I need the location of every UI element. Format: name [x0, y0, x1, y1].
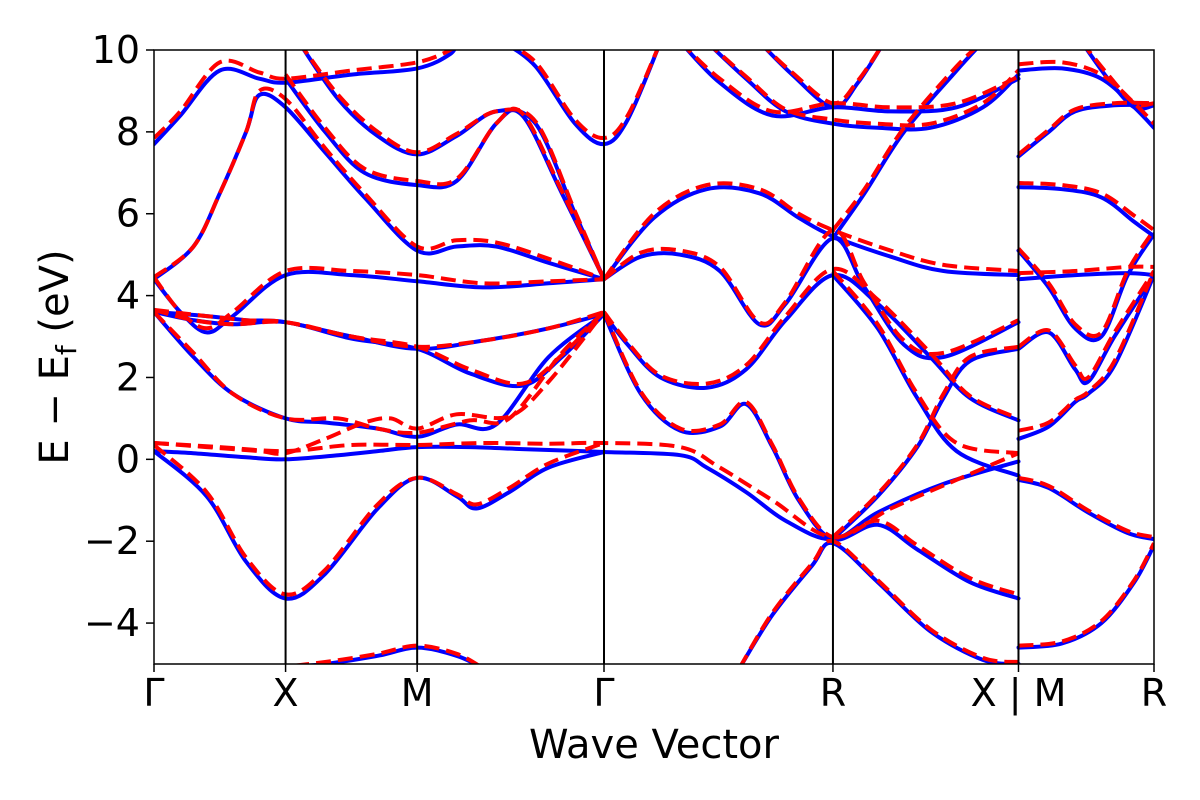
x-axis-label: Wave Vector [529, 722, 780, 768]
solid-band-6 [154, 91, 606, 282]
x-tick-label: Γ [593, 671, 614, 715]
y-axis-label-unit: (eV) [32, 249, 78, 345]
dashed-band-3 [154, 310, 606, 436]
dashed-band-32 [1018, 542, 1154, 648]
dashed-band-30 [1018, 59, 1154, 126]
solid-band-20 [830, 273, 1021, 478]
solid-band-5 [154, 269, 606, 335]
bands-layer [154, 50, 1154, 664]
dashed-band-6 [154, 265, 605, 331]
solid-band-25 [1016, 271, 1154, 282]
solid-band-26 [1016, 232, 1154, 343]
x-tick-label: M [401, 671, 434, 715]
solid-band-29 [1016, 66, 1154, 130]
solid-band-27 [1016, 185, 1154, 239]
y-axis-label-main: E − E [32, 355, 78, 465]
solid-band-12 [602, 312, 1021, 601]
dashed-band-31 [1017, 475, 1154, 540]
dashed-band-28 [1018, 181, 1154, 232]
dashed-band-24 [1017, 270, 1154, 433]
y-tick-label: −2 [84, 519, 140, 563]
dashed-band-19 [831, 50, 977, 232]
dashed-band-16 [712, 50, 1020, 128]
plot-frame [153, 49, 1155, 665]
dashed-band-9 [283, 73, 606, 281]
solid-band-1 [154, 449, 606, 601]
x-tick-label: R [820, 671, 846, 715]
dashed-band-12 [602, 266, 1020, 421]
dashed-band-7 [154, 86, 605, 282]
dashed-band-2 [154, 441, 605, 597]
dashed-band-8 [154, 50, 454, 140]
dashed-band-15 [602, 181, 1019, 281]
solid-band-19 [739, 540, 1021, 664]
high-symmetry-lines [284, 50, 1020, 664]
y-tick-label: 2 [116, 355, 140, 399]
dashed-band-10 [302, 50, 606, 280]
y-tick-label: 6 [116, 192, 140, 236]
x-tick-label: R [1141, 671, 1167, 715]
dashed-band-0 [154, 310, 606, 456]
dashed-band-14 [602, 228, 1020, 357]
dashed-band-26 [1018, 264, 1154, 276]
x-tick-label: X [273, 671, 299, 715]
dashed-band-22 [831, 344, 1019, 539]
dashed-band-27 [1016, 229, 1154, 339]
solid-band-14 [602, 185, 1021, 282]
dashed-band-13 [602, 311, 1020, 597]
dashed-band-25 [1017, 269, 1154, 381]
dashed-band-23 [291, 643, 481, 664]
dashed-band-20 [739, 538, 1019, 664]
y-axis-ticks: −4 −2 0 2 4 6 8 10 [84, 28, 154, 645]
x-tick-label: Γ [143, 671, 164, 715]
solid-band-21 [830, 346, 1021, 542]
y-tick-label: −4 [84, 601, 140, 645]
y-tick-label: 10 [92, 28, 140, 72]
solid-band-28 [1016, 102, 1154, 159]
x-tick-label: X | M [971, 671, 1067, 716]
solid-band-17 [764, 50, 882, 110]
solid-band-24 [1016, 273, 1154, 386]
y-tick-label: 0 [116, 437, 140, 481]
solid-band-18 [830, 50, 979, 241]
y-tick-label: 4 [116, 274, 140, 318]
x-axis-ticks: Γ X M Γ R X | M R [143, 664, 1167, 716]
dashed-band-21 [831, 269, 1019, 456]
dashed-band-11 [515, 50, 660, 141]
dashed-band-5 [154, 307, 606, 386]
solid-band-32 [1084, 50, 1154, 111]
dashed-band-18 [764, 50, 882, 106]
y-axis-label-subscript: f [50, 344, 83, 355]
dashed-band-33 [1085, 50, 1154, 108]
dashed-band-29 [1017, 100, 1154, 156]
y-tick-label: 8 [116, 110, 140, 154]
y-axis-label: E − Ef (eV) [32, 249, 83, 464]
